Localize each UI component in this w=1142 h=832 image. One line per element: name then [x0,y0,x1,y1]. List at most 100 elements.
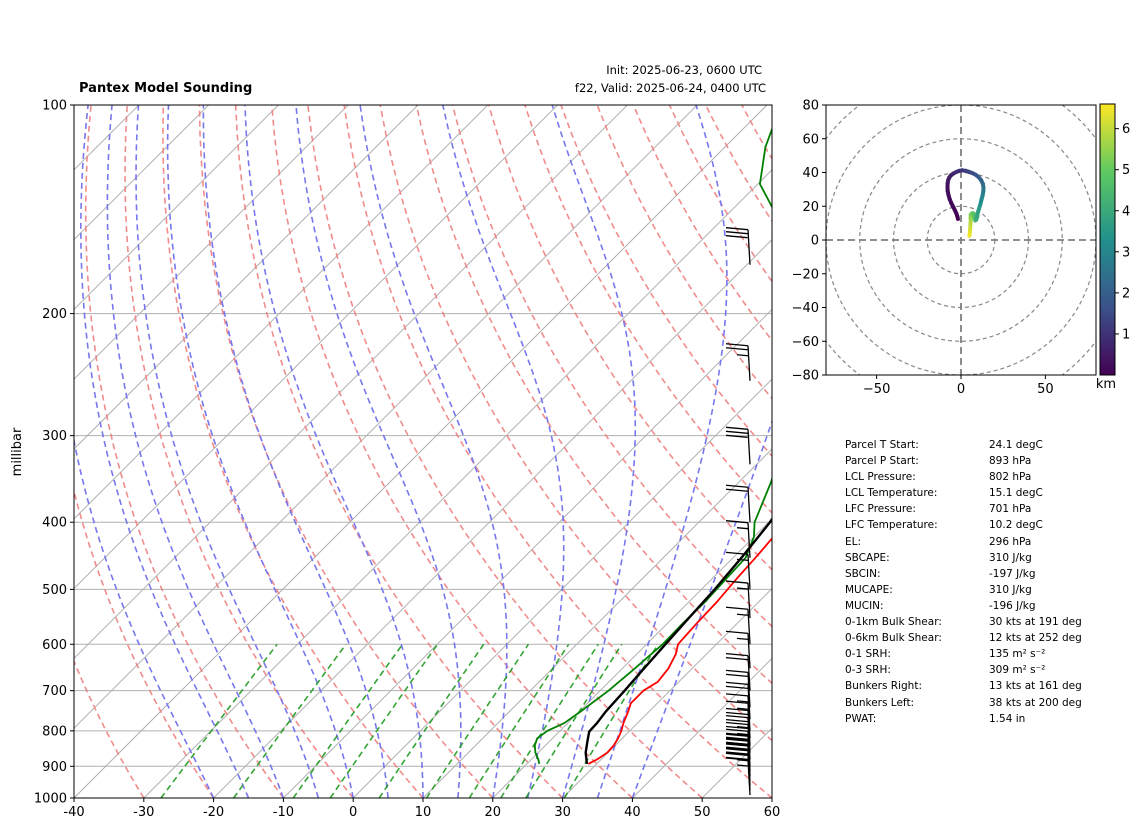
wind-barb-flag [725,520,749,524]
dry-adiabat [415,105,772,685]
wind-barb-staff [747,655,751,691]
mixing-ratio-line [468,643,570,798]
stat-value: -196 J/kg [989,599,1036,612]
hodo-x-tick-label: 0 [957,382,965,397]
y-tick-label: 500 [42,583,67,598]
wind-barb-flag [725,580,749,584]
wind-barb [725,227,751,265]
wind-barb [725,343,751,381]
wind-barb-staff [747,583,751,619]
wind-barb-flag [725,653,749,657]
x-tick-label: 10 [415,805,432,820]
y-tick-label: 100 [42,99,67,114]
stat-row: 0-1km Bulk Shear: 30 kts at 191 deg [845,614,1105,630]
wind-barb-flag [725,748,749,752]
wind-barb-staff [747,684,751,720]
wind-barb-flag [725,657,748,661]
y-tick-label: 400 [42,516,67,531]
y-tick-label: 600 [42,638,67,653]
hodo-x-tick-label: −50 [863,382,890,397]
wind-barb-flag [725,693,749,697]
stat-value: 310 J/kg [989,583,1032,596]
isotherm-line [74,105,279,311]
hodo-y-tick-label: −60 [792,335,819,350]
isotherm-line [143,169,772,798]
wind-barb-flag [725,488,748,492]
wind-barb-half-flag [736,764,749,767]
stat-label: Parcel P Start: [845,455,919,468]
wind-barb-flag [725,736,748,740]
mixing-ratio-line [525,643,623,798]
stat-label: Parcel T Start: [845,439,919,451]
init-time: Init: 2025-06-23, 0600 UTC [606,63,762,77]
stat-row: Parcel P Start: 893 hPa [845,453,1105,469]
stat-value: 38 kts at 200 deg [989,696,1082,709]
stat-row: Parcel T Start: 24.1 degC [845,437,1105,453]
x-tick-label: 20 [485,805,502,820]
moist-adiabat [596,105,728,798]
wind-barb [725,693,751,731]
colorbar-tick-label: 1 [1122,327,1130,342]
isotherm-line [74,105,419,450]
isotherm-line [74,105,349,380]
colorbar-tick-label: 2 [1122,286,1130,301]
wind-barb-flag [725,733,749,737]
colorbar-tick-label: 4 [1122,204,1130,219]
stat-label: Bunkers Left: [845,696,915,709]
wind-barb-half-flag [736,613,749,616]
wind-barb-flag [725,235,748,239]
mixing-ratio-line [160,643,278,798]
wind-barb-flag [725,732,748,736]
wind-barb-half-flag [736,707,749,710]
wind-barb-flag [725,630,749,634]
y-axis-label: millibar [10,427,25,476]
colorbar-tick-label: 6 [1122,122,1130,137]
moist-adiabat [166,105,354,798]
moist-adiabat [295,105,462,798]
moist-adiabat [551,105,637,798]
stat-row: PWAT: 1.54 in [845,711,1105,727]
x-tick-label: -40 [63,805,84,820]
wind-barb-flag [725,551,749,556]
colorbar-tick-label: 5 [1122,163,1130,178]
y-tick-label: 700 [42,684,67,699]
stat-row: MUCIN: -196 J/kg [845,598,1105,614]
stat-row: SBCAPE: 310 J/kg [845,550,1105,566]
wind-barb-flag [725,718,748,723]
x-tick-label: -10 [273,805,294,820]
moist-adiabat [359,105,508,798]
wind-barb-flag [725,756,748,761]
stat-label: 0-1km Bulk Shear: [845,616,942,629]
isotherm-line [74,105,558,590]
hodo-y-tick-label: −40 [792,301,819,316]
wind-barb [725,669,751,708]
wind-barb-flag [725,606,749,610]
wind-barb-flag [725,741,748,745]
chart-title: Pantex Model Sounding [79,81,252,96]
stat-value: 24.1 degC [989,439,1043,451]
stat-label: MUCAPE: [845,583,893,596]
dry-adiabat [124,105,354,798]
wind-barb-flag [725,707,749,712]
stat-value: 802 hPa [989,471,1032,484]
isotherm-line [562,587,772,798]
hodograph-segment [955,214,960,221]
stat-value: 15.1 degC [989,487,1043,500]
x-tick-label: 30 [554,805,571,820]
hodo-y-tick-label: 60 [802,132,819,147]
isotherm-line [632,657,772,798]
wind-barb-flag [725,669,749,674]
wind-barb-flag [725,681,749,685]
stat-row: SBCIN: -197 J/kg [845,566,1105,582]
x-tick-label: -30 [133,805,154,820]
wind-barb-staff [747,345,751,381]
hodo-y-tick-label: 0 [811,234,819,249]
stat-row: MUCAPE: 310 J/kg [845,582,1105,598]
wind-barb-half-flag [736,700,749,703]
wind-barb-staff [747,672,751,708]
stat-value: 309 m² s⁻² [989,664,1046,677]
wind-barb-half-flag [736,354,749,357]
stat-label: LFC Pressure: [845,503,916,516]
stat-value: 135 m² s⁻² [989,648,1046,661]
isotherm-line [422,448,772,798]
